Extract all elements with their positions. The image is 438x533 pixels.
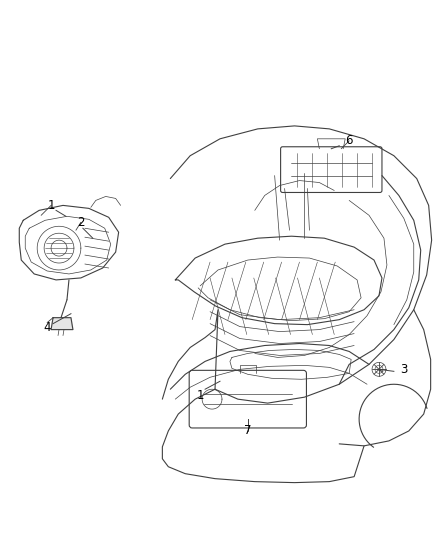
Text: 2: 2 bbox=[77, 216, 85, 229]
Text: 1: 1 bbox=[47, 199, 55, 212]
Text: 3: 3 bbox=[400, 363, 407, 376]
Text: 6: 6 bbox=[346, 134, 353, 147]
Text: 1: 1 bbox=[196, 389, 204, 402]
Text: 4: 4 bbox=[43, 321, 51, 334]
Polygon shape bbox=[51, 318, 73, 329]
Text: 7: 7 bbox=[244, 424, 251, 438]
